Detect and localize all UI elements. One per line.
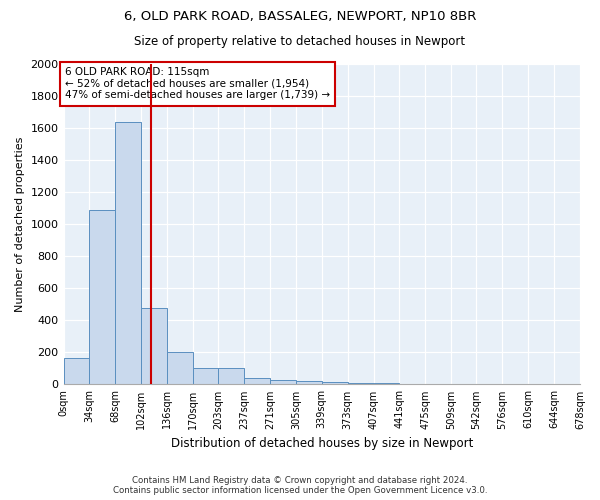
Bar — [141, 308, 167, 384]
Bar — [64, 358, 89, 384]
Bar — [347, 383, 374, 384]
Text: Contains HM Land Registry data © Crown copyright and database right 2024.: Contains HM Land Registry data © Crown c… — [132, 476, 468, 485]
Text: 6, OLD PARK ROAD, BASSALEG, NEWPORT, NP10 8BR: 6, OLD PARK ROAD, BASSALEG, NEWPORT, NP1… — [124, 10, 476, 23]
Bar — [296, 381, 322, 384]
Bar — [374, 383, 400, 384]
Bar — [167, 352, 193, 384]
Bar — [115, 122, 141, 384]
Bar — [270, 380, 296, 384]
Bar — [244, 378, 270, 384]
Bar — [218, 368, 244, 384]
Text: Contains public sector information licensed under the Open Government Licence v3: Contains public sector information licen… — [113, 486, 487, 495]
Bar — [193, 368, 218, 384]
Bar — [322, 382, 347, 384]
Bar — [89, 210, 115, 384]
X-axis label: Distribution of detached houses by size in Newport: Distribution of detached houses by size … — [170, 437, 473, 450]
Text: 6 OLD PARK ROAD: 115sqm
← 52% of detached houses are smaller (1,954)
47% of semi: 6 OLD PARK ROAD: 115sqm ← 52% of detache… — [65, 67, 330, 100]
Y-axis label: Number of detached properties: Number of detached properties — [15, 136, 25, 312]
Text: Size of property relative to detached houses in Newport: Size of property relative to detached ho… — [134, 35, 466, 48]
